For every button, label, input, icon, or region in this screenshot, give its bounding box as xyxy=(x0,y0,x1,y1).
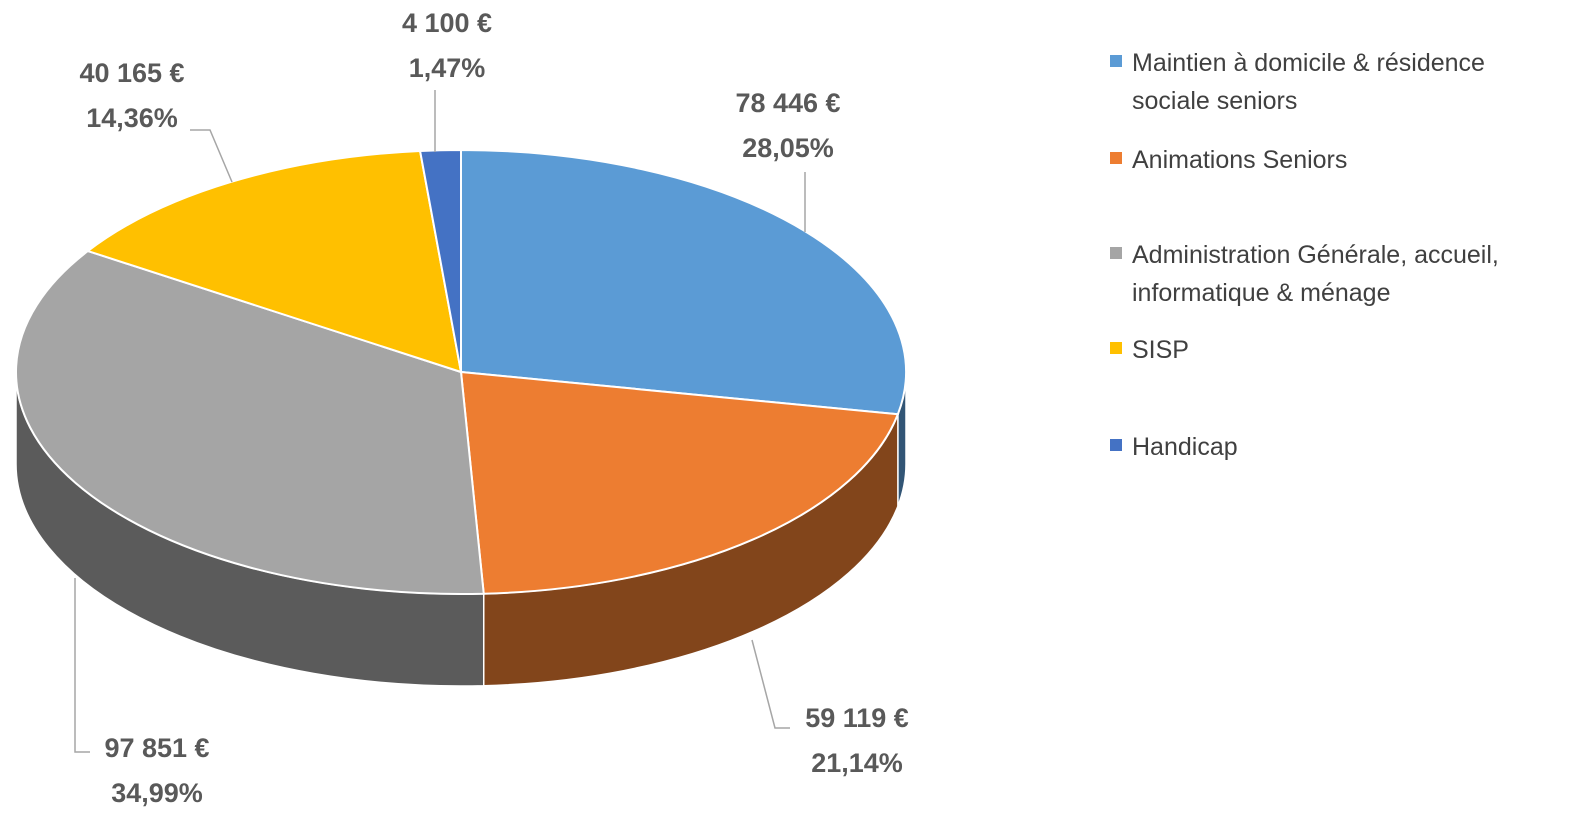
data-label-percent: 28,05% xyxy=(742,133,834,163)
pie-slice xyxy=(15,249,485,595)
legend-swatch xyxy=(1110,152,1122,164)
legend-label: Maintien à domicile & résidence sociale … xyxy=(1132,49,1485,115)
legend-item: Maintien à domicile & résidence sociale … xyxy=(1110,44,1570,120)
leader-line xyxy=(74,578,90,753)
legend-label: Handicap xyxy=(1132,433,1238,461)
legend-item: Animations Seniors xyxy=(1110,141,1570,179)
legend-swatch xyxy=(1110,55,1122,67)
legend-label: SISP xyxy=(1132,336,1189,364)
pie-slice xyxy=(85,149,463,374)
data-label-percent: 1,47% xyxy=(409,53,486,83)
leader-line xyxy=(751,639,790,729)
legend-swatch xyxy=(1110,439,1122,451)
data-label-percent: 14,36% xyxy=(86,103,178,133)
legend-swatch xyxy=(1110,247,1122,259)
data-label-value: 78 446 € xyxy=(735,88,840,118)
pie-slice xyxy=(460,148,907,416)
data-label-value: 59 119 € xyxy=(805,703,909,733)
legend-swatch xyxy=(1110,342,1122,354)
leader-line xyxy=(190,129,233,183)
data-label-percent: 34,99% xyxy=(111,778,203,808)
legend-label: Administration Générale, accueil, inform… xyxy=(1132,241,1499,307)
legend-item: Administration Générale, accueil, inform… xyxy=(1110,236,1570,312)
pie-slice xyxy=(459,370,900,595)
data-label-value: 4 100 € xyxy=(402,8,492,38)
legend-label: Animations Seniors xyxy=(1132,146,1348,174)
legend-item: Handicap xyxy=(1110,428,1570,466)
pie-slice xyxy=(418,148,462,373)
data-label-value: 40 165 € xyxy=(79,58,184,88)
legend-item: SISP xyxy=(1110,331,1570,369)
data-label-value: 97 851 € xyxy=(104,733,209,763)
data-label-percent: 21,14% xyxy=(811,748,903,778)
